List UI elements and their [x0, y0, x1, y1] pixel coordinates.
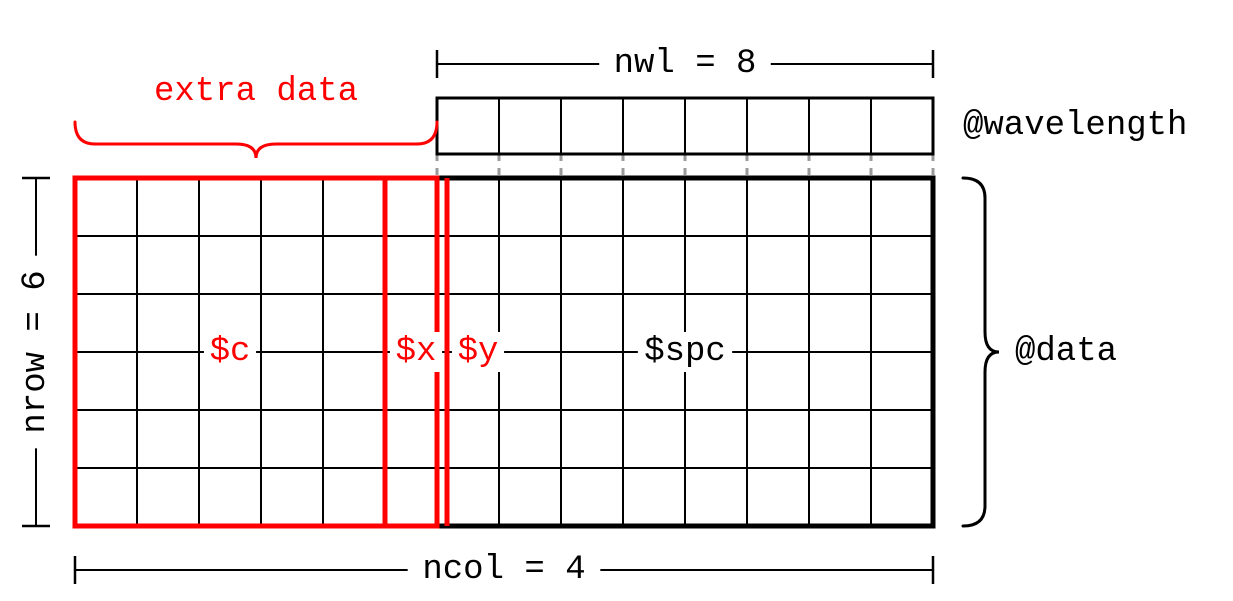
wavelength-cell — [623, 98, 685, 154]
label-c: $c — [210, 333, 251, 371]
wavelength-cell — [561, 98, 623, 154]
brace-data — [963, 178, 999, 526]
wavelength-cell — [747, 98, 809, 154]
wavelength-cell — [871, 98, 933, 154]
label-spc: $spc — [644, 333, 726, 371]
label-wavelength: @wavelength — [963, 107, 1187, 145]
label-extra-data: extra data — [154, 73, 358, 111]
dim-nrow-label: nrow = 6 — [17, 270, 55, 433]
dim-nwl-label: nwl = 8 — [614, 45, 757, 83]
label-y: $y — [458, 333, 499, 371]
wavelength-cell — [809, 98, 871, 154]
brace-extra-data — [75, 122, 437, 158]
label-x: $x — [396, 333, 437, 371]
dim-ncol-label: ncol = 4 — [422, 551, 585, 589]
wavelength-cell — [499, 98, 561, 154]
wavelength-cell — [685, 98, 747, 154]
wavelength-cell — [437, 98, 499, 154]
label-data: @data — [1015, 333, 1117, 371]
